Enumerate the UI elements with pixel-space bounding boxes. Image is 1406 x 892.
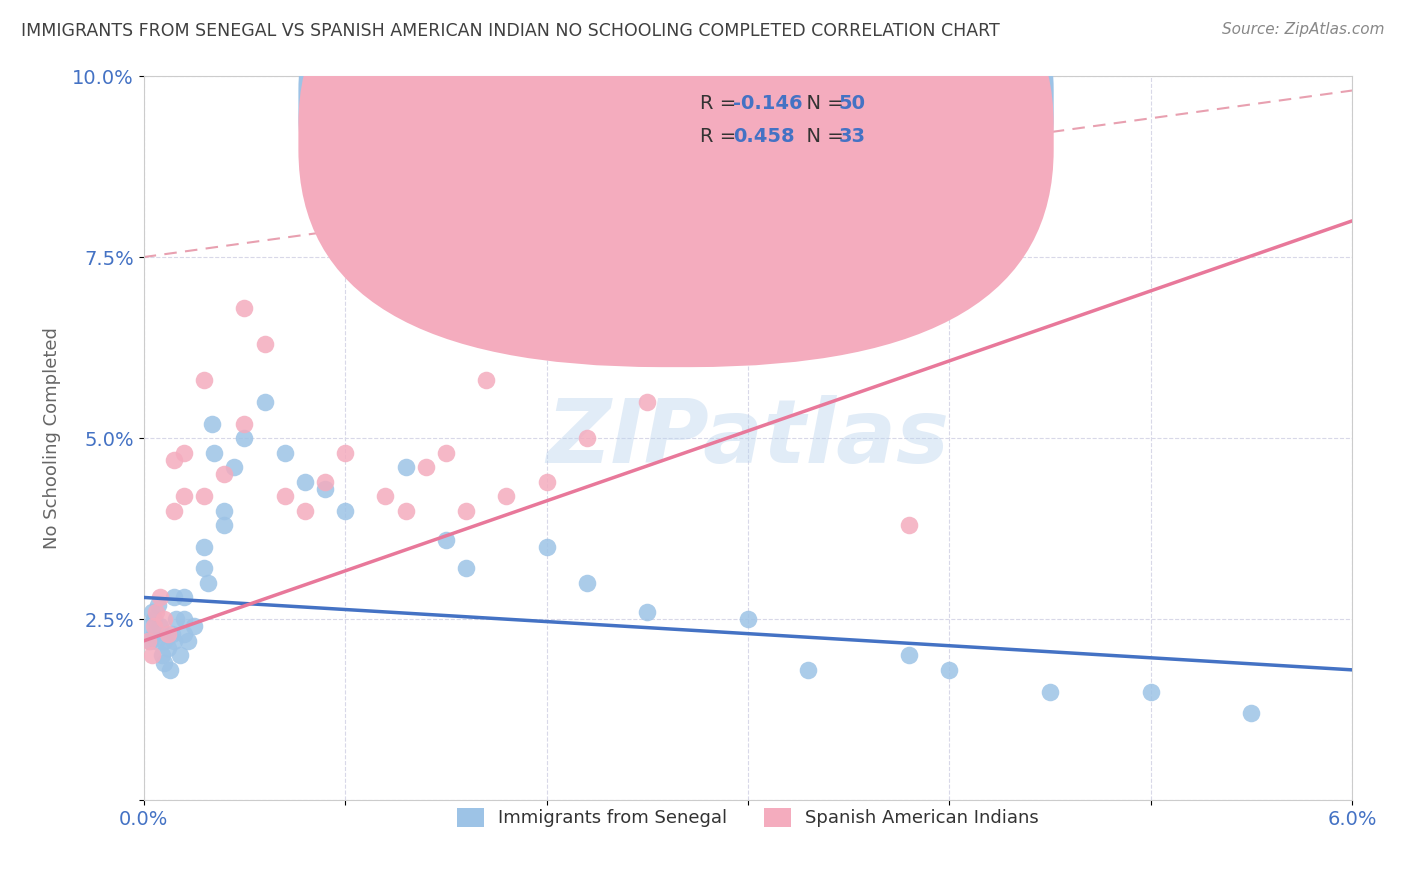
Text: N =: N = [794,128,849,146]
Point [165,612,187,626]
Point [146,598,169,612]
Point [183,619,205,633]
Point [193,540,215,554]
Point [202,445,225,459]
Point [314,482,336,496]
Point [156,626,179,640]
Point [575,431,598,445]
Point [314,475,336,489]
Point [233,431,256,445]
Text: -0.146: -0.146 [734,94,803,113]
Point [737,612,759,626]
Point [153,612,176,626]
Point [173,591,195,605]
Y-axis label: No Schooling Completed: No Schooling Completed [44,327,60,549]
FancyBboxPatch shape [298,0,1053,333]
Point [1139,684,1161,698]
FancyBboxPatch shape [640,72,929,170]
Point [173,445,195,459]
Point [163,633,186,648]
Point [495,489,517,503]
Point [173,489,195,503]
Point [454,561,477,575]
Point [193,561,215,575]
Point [142,626,165,640]
Point [898,648,921,663]
Point [160,626,183,640]
Point [374,489,396,503]
Point [333,445,356,459]
Text: R =: R = [700,94,742,113]
Point [145,633,167,648]
Point [938,663,960,677]
Point [136,633,159,648]
Point [142,619,165,633]
Point [273,489,295,503]
Point [475,373,498,387]
Point [139,633,162,648]
Point [141,605,163,619]
Point [150,648,173,663]
Point [153,656,176,670]
Text: IMMIGRANTS FROM SENEGAL VS SPANISH AMERICAN INDIAN NO SCHOOLING COMPLETED CORREL: IMMIGRANTS FROM SENEGAL VS SPANISH AMERI… [21,22,1000,40]
Point [136,619,159,633]
Point [434,533,457,547]
Point [214,467,236,482]
Point [173,626,195,640]
Point [1039,684,1062,698]
Point [224,460,246,475]
Point [394,460,416,475]
Point [153,633,176,648]
FancyBboxPatch shape [298,0,1053,368]
Point [163,453,186,467]
Point [193,489,215,503]
Text: N =: N = [794,94,849,113]
Point [169,648,191,663]
Point [159,663,181,677]
Point [797,663,820,677]
Point [214,518,236,533]
Point [253,337,276,351]
Point [156,641,179,656]
Point [536,475,558,489]
Point [273,445,295,459]
Point [149,619,172,633]
Point [898,518,921,533]
Point [145,605,167,619]
Point [173,612,195,626]
Point [214,503,236,517]
Point [141,648,163,663]
Point [233,301,256,315]
Point [142,612,165,626]
Point [201,417,224,431]
Point [294,475,316,489]
Text: R =: R = [700,128,742,146]
Point [434,445,457,459]
Text: 50: 50 [838,94,866,113]
Point [1240,706,1263,721]
Point [333,503,356,517]
Point [163,591,186,605]
Text: 0.458: 0.458 [734,128,794,146]
Point [636,605,658,619]
Text: 33: 33 [838,128,866,146]
Point [737,322,759,336]
Point [149,591,172,605]
Point [294,503,316,517]
Legend: Immigrants from Senegal, Spanish American Indians: Immigrants from Senegal, Spanish America… [450,800,1046,835]
Point [253,395,276,409]
Point [177,633,200,648]
Point [575,576,598,591]
Point [163,503,186,517]
Point [197,576,219,591]
Text: Source: ZipAtlas.com: Source: ZipAtlas.com [1222,22,1385,37]
Point [233,417,256,431]
Point [415,460,437,475]
Point [193,373,215,387]
Text: ZIPatlas: ZIPatlas [547,394,949,482]
Point [454,503,477,517]
Point [536,540,558,554]
Point [636,395,658,409]
Point [394,503,416,517]
